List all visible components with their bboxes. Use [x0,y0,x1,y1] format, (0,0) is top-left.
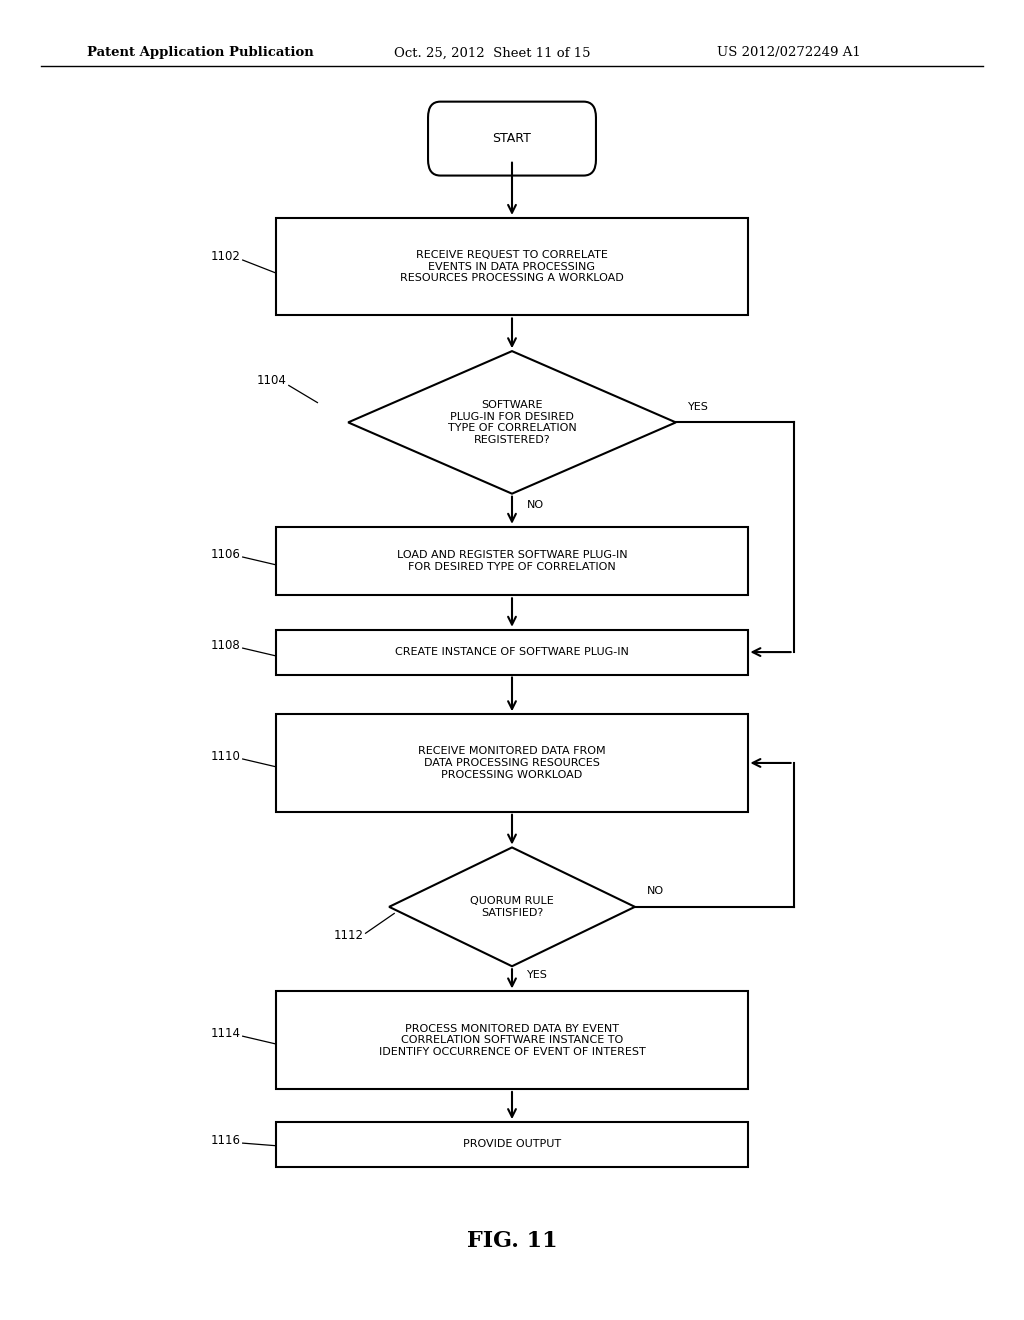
Text: RECEIVE MONITORED DATA FROM
DATA PROCESSING RESOURCES
PROCESSING WORKLOAD: RECEIVE MONITORED DATA FROM DATA PROCESS… [418,746,606,780]
FancyBboxPatch shape [428,102,596,176]
Text: 1108: 1108 [211,639,241,652]
Bar [276,991,748,1089]
Bar [276,218,748,315]
Text: NO: NO [527,500,545,511]
Text: 1102: 1102 [211,249,241,263]
Text: CREATE INSTANCE OF SOFTWARE PLUG-IN: CREATE INSTANCE OF SOFTWARE PLUG-IN [395,647,629,657]
Text: 1116: 1116 [211,1134,241,1147]
Bar [276,630,748,675]
Bar [276,714,748,812]
Text: YES: YES [688,401,709,412]
Bar [276,1122,748,1167]
Text: YES: YES [527,970,548,981]
Text: 1110: 1110 [211,750,241,763]
Text: 1114: 1114 [211,1027,241,1040]
Text: PROCESS MONITORED DATA BY EVENT
CORRELATION SOFTWARE INSTANCE TO
IDENTIFY OCCURR: PROCESS MONITORED DATA BY EVENT CORRELAT… [379,1023,645,1057]
Text: 1106: 1106 [211,548,241,561]
Text: US 2012/0272249 A1: US 2012/0272249 A1 [717,46,860,59]
Text: FIG. 11: FIG. 11 [467,1230,557,1251]
Text: QUORUM RULE
SATISFIED?: QUORUM RULE SATISFIED? [470,896,554,917]
Text: SOFTWARE
PLUG-IN FOR DESIRED
TYPE OF CORRELATION
REGISTERED?: SOFTWARE PLUG-IN FOR DESIRED TYPE OF COR… [447,400,577,445]
Text: NO: NO [647,886,665,896]
Text: Oct. 25, 2012  Sheet 11 of 15: Oct. 25, 2012 Sheet 11 of 15 [394,46,591,59]
Text: START: START [493,132,531,145]
Text: LOAD AND REGISTER SOFTWARE PLUG-IN
FOR DESIRED TYPE OF CORRELATION: LOAD AND REGISTER SOFTWARE PLUG-IN FOR D… [396,550,628,572]
Text: PROVIDE OUTPUT: PROVIDE OUTPUT [463,1139,561,1150]
Text: 1112: 1112 [334,929,364,942]
Text: Patent Application Publication: Patent Application Publication [87,46,313,59]
Text: RECEIVE REQUEST TO CORRELATE
EVENTS IN DATA PROCESSING
RESOURCES PROCESSING A WO: RECEIVE REQUEST TO CORRELATE EVENTS IN D… [400,249,624,284]
Bar [276,527,748,595]
Text: 1104: 1104 [257,374,287,387]
Polygon shape [348,351,676,494]
Polygon shape [389,847,635,966]
